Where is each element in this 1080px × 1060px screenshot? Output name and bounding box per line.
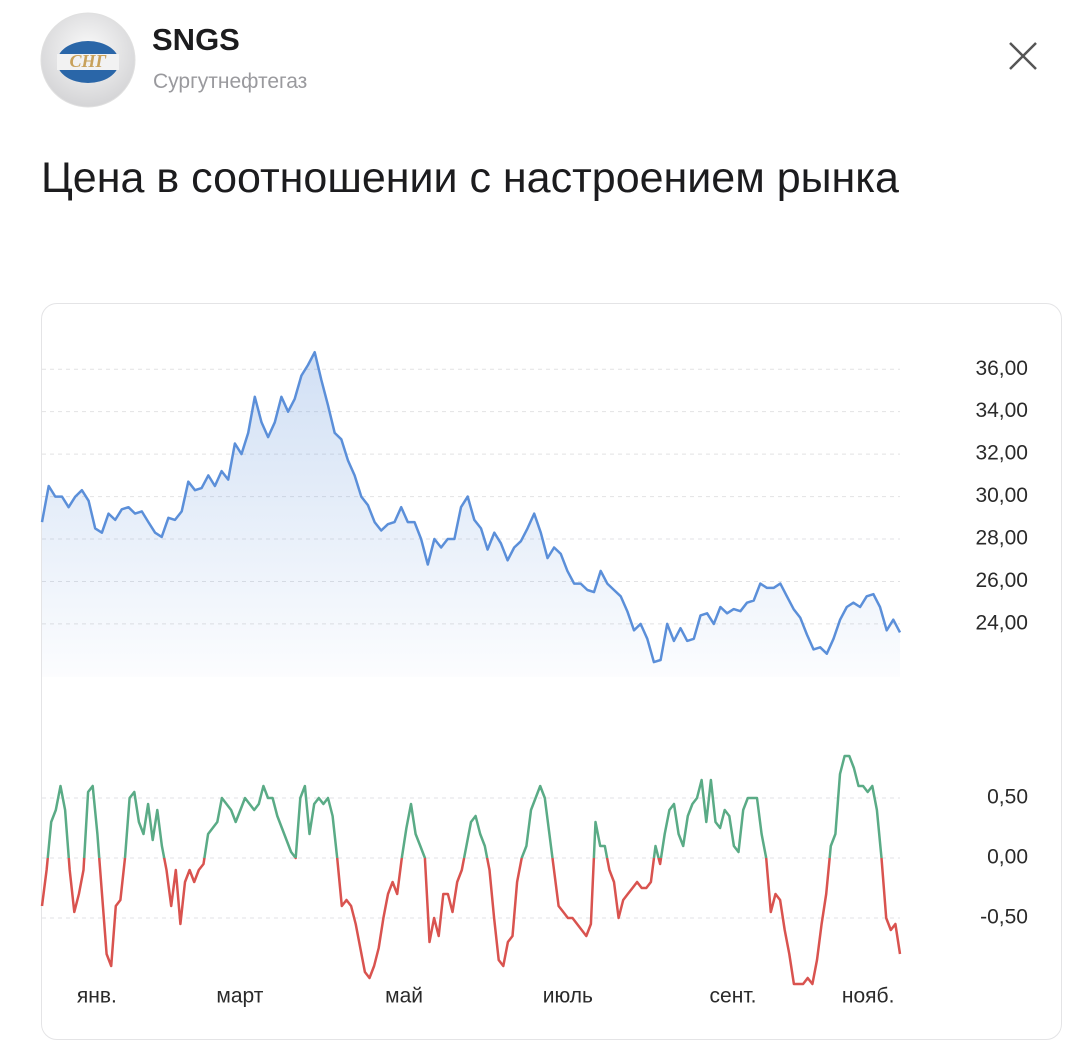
y-tick-label: 36,00	[975, 357, 1028, 380]
close-button[interactable]	[1000, 33, 1046, 79]
x-tick-label: май	[385, 985, 423, 1008]
x-tick-label: янв.	[77, 985, 117, 1008]
logo: СНГ	[40, 12, 136, 108]
price-line	[40, 350, 902, 664]
y-tick-label: 0,50	[987, 786, 1028, 809]
sentiment-line-negative	[40, 858, 902, 986]
x-tick-label: март	[216, 985, 263, 1008]
price-area	[42, 352, 900, 677]
company-name: Сургутнефтегаз	[153, 70, 308, 93]
x-tick-label: сент.	[710, 985, 757, 1008]
y-tick-label: 0,00	[987, 846, 1028, 869]
y-tick-label: 28,00	[975, 527, 1028, 550]
sentiment-line-positive	[46, 754, 883, 858]
chart-card	[41, 303, 1062, 1040]
y-tick-label: 26,00	[975, 569, 1028, 592]
page-title: Цена в соотношении с настроением рынка	[41, 154, 899, 202]
ticker: SNGS	[152, 22, 240, 57]
y-tick-label: 32,00	[975, 442, 1028, 465]
y-tick-label: 34,00	[975, 399, 1028, 422]
y-tick-label: 24,00	[975, 611, 1028, 634]
y-tick-label: 30,00	[975, 484, 1028, 507]
y-tick-label: -0,50	[980, 906, 1028, 929]
logo-text: СНГ	[70, 51, 107, 71]
x-tick-label: нояб.	[842, 985, 895, 1008]
x-tick-label: июль	[543, 985, 593, 1008]
